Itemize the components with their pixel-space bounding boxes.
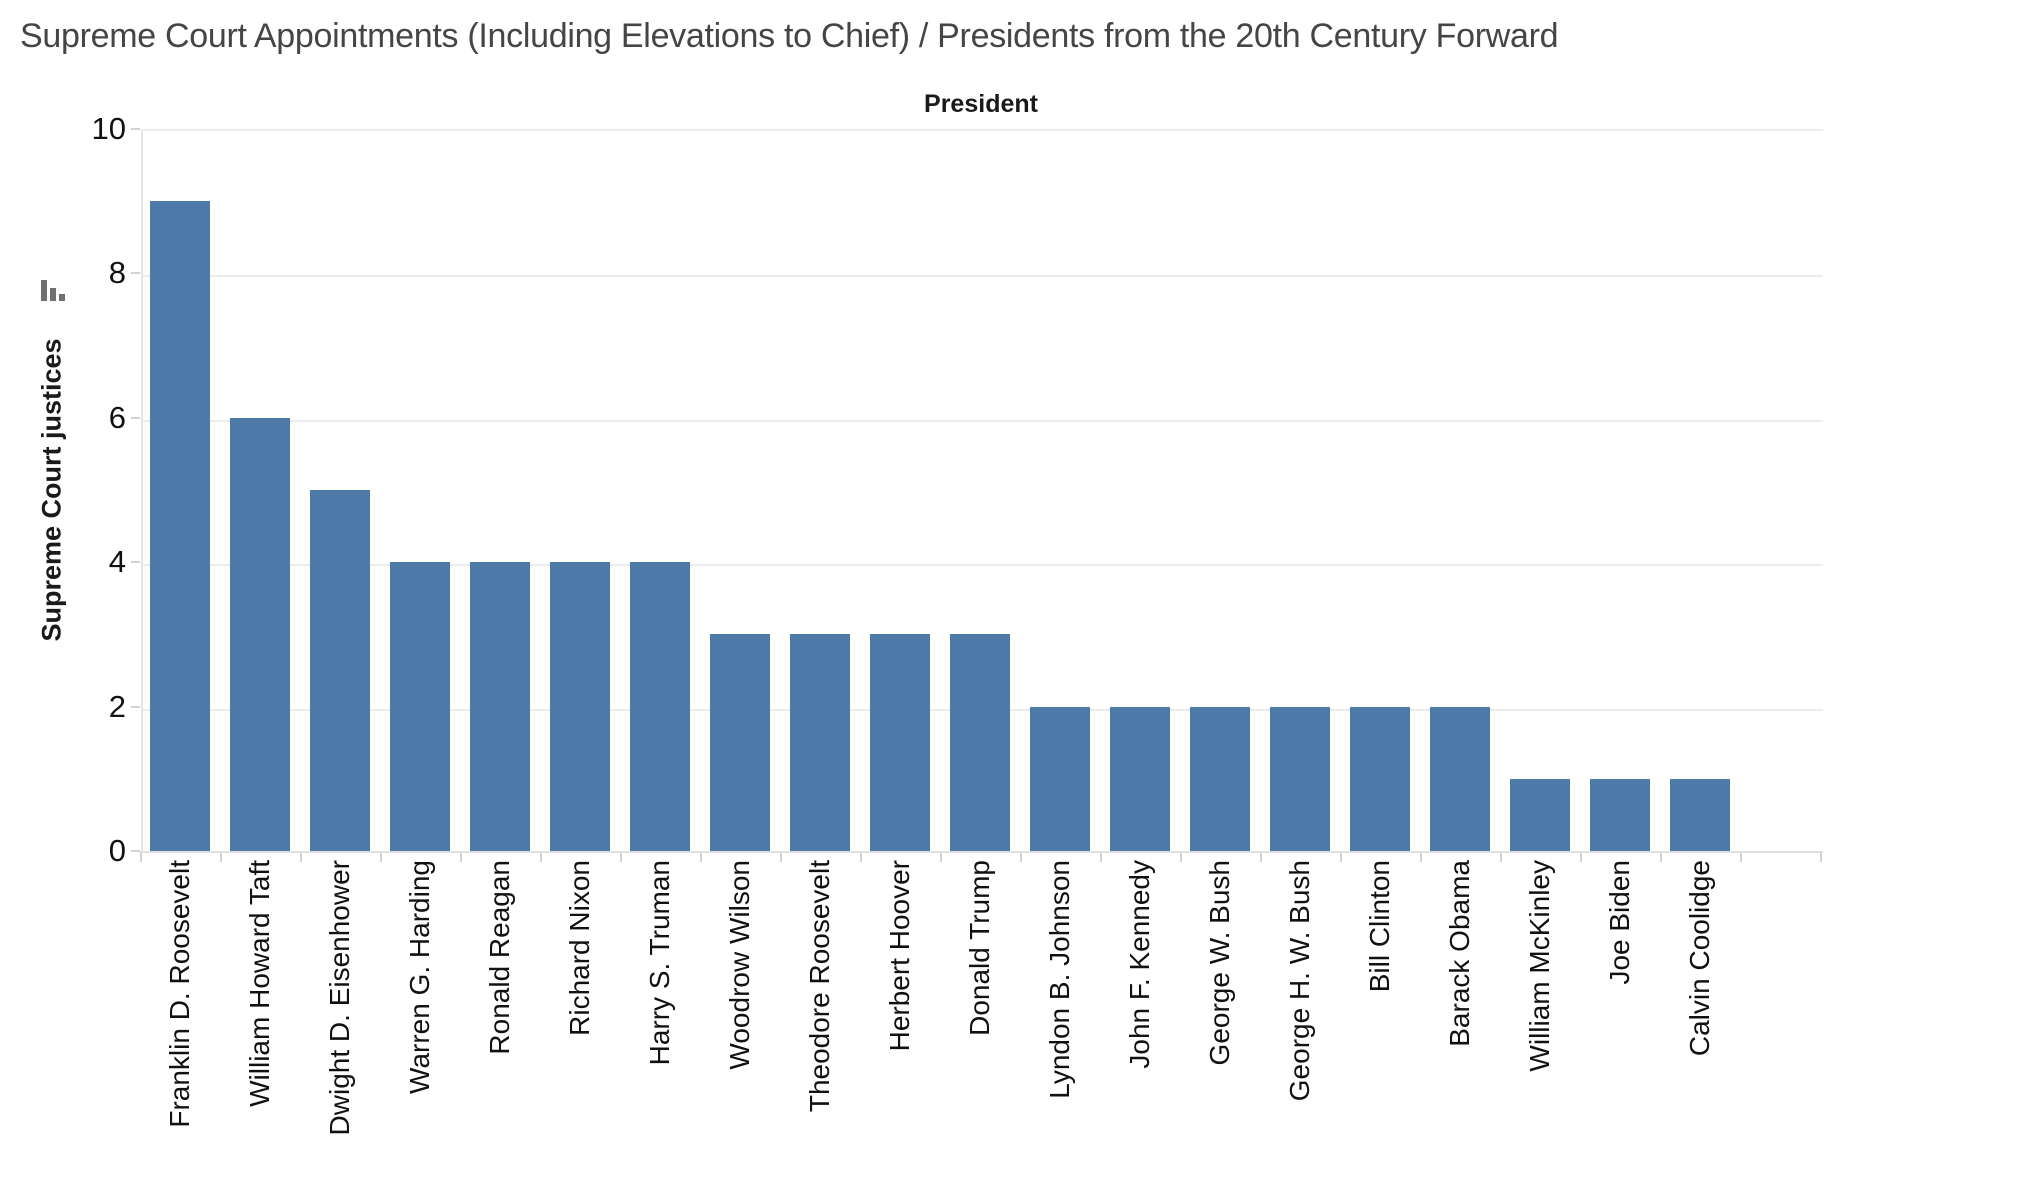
x-tick-mark-15 (1340, 853, 1342, 862)
sort-icon-bar-tall (41, 280, 47, 301)
column-header-president: President (924, 90, 1038, 118)
x-category-label-theodore-roosevelt: Theodore Roosevelt (804, 860, 835, 1113)
x-category-label-joe-biden: Joe Biden (1604, 860, 1635, 985)
y-tick-mark-6 (131, 416, 140, 419)
y-tick-mark-10 (131, 128, 140, 130)
bar-herbert-hoover[interactable] (870, 634, 930, 851)
x-tick-mark-12 (1100, 853, 1102, 862)
x-tick-mark-8 (780, 853, 782, 862)
sort-descending-icon[interactable] (41, 280, 65, 301)
sort-icon-bar-medium (50, 288, 56, 301)
x-category-label-woodrow-wilson: Woodrow Wilson (724, 860, 755, 1070)
x-category-label-franklin-d-roosevelt: Franklin D. Roosevelt (164, 860, 195, 1128)
x-category-label-herbert-hoover: Herbert Hoover (884, 860, 915, 1052)
x-tick-mark-10 (940, 853, 942, 862)
x-tick-mark-6 (620, 853, 622, 862)
x-category-label-william-howard-taft: William Howard Taft (244, 860, 275, 1107)
x-category-label-richard-nixon: Richard Nixon (564, 860, 595, 1036)
x-category-label-george-w-bush: George W. Bush (1204, 860, 1235, 1066)
x-tick-mark-21 (1820, 853, 1822, 862)
bar-joe-biden[interactable] (1590, 778, 1650, 851)
y-tick-mark-8 (131, 272, 140, 275)
bar-dwight-d-eisenhower[interactable] (310, 490, 370, 851)
x-tick-mark-7 (700, 853, 702, 862)
y-tick-label-4: 4 (108, 544, 126, 580)
x-category-label-lyndon-b-johnson: Lyndon B. Johnson (1044, 860, 1075, 1099)
x-tick-mark-0 (140, 853, 142, 862)
bar-william-mckinley[interactable] (1510, 778, 1570, 851)
bar-lyndon-b-johnson[interactable] (1030, 706, 1090, 851)
y-tick-mark-4 (131, 561, 140, 564)
x-tick-mark-13 (1180, 853, 1182, 862)
x-tick-mark-9 (860, 853, 862, 862)
y-tick-label-10: 10 (91, 111, 126, 146)
y-axis-title-wrap: Supreme Court justices (33, 129, 71, 851)
bar-george-h-w-bush[interactable] (1270, 706, 1330, 851)
gridline-y-4 (143, 564, 1823, 567)
x-category-label-donald-trump: Donald Trump (964, 860, 995, 1036)
bar-franklin-d-roosevelt[interactable] (150, 201, 210, 851)
bar-woodrow-wilson[interactable] (710, 634, 770, 851)
bar-george-w-bush[interactable] (1190, 706, 1250, 851)
x-tick-mark-2 (300, 853, 302, 862)
x-tick-mark-17 (1500, 853, 1502, 862)
x-category-label-barack-obama: Barack Obama (1444, 860, 1475, 1047)
y-tick-mark-2 (131, 705, 140, 708)
bar-barack-obama[interactable] (1430, 706, 1490, 851)
y-axis-title: Supreme Court justices (36, 338, 67, 642)
x-tick-mark-11 (1020, 853, 1022, 862)
x-tick-mark-14 (1260, 853, 1262, 862)
x-tick-mark-19 (1660, 853, 1662, 862)
x-category-label-dwight-d-eisenhower: Dwight D. Eisenhower (324, 860, 355, 1136)
gridline-y-6 (143, 419, 1823, 422)
x-tick-mark-3 (380, 853, 382, 862)
y-tick-label-6: 6 (108, 399, 126, 435)
x-tick-mark-16 (1420, 853, 1422, 862)
bar-harry-s-truman[interactable] (630, 562, 690, 851)
y-tick-label-2: 2 (108, 688, 126, 724)
x-category-label-john-f-kennedy: John F. Kennedy (1124, 860, 1155, 1069)
page-title: Supreme Court Appointments (Including El… (20, 17, 1559, 55)
sort-icon-bar-short (59, 294, 65, 301)
x-tick-mark-20 (1740, 853, 1742, 862)
x-category-label-harry-s-truman: Harry S. Truman (644, 860, 675, 1066)
bar-calvin-coolidge[interactable] (1670, 778, 1730, 851)
bar-theodore-roosevelt[interactable] (790, 634, 850, 851)
x-axis-baseline (139, 851, 1823, 853)
x-tick-mark-1 (220, 853, 222, 862)
x-tick-mark-5 (540, 853, 542, 862)
x-category-label-william-mckinley: William McKinley (1524, 860, 1555, 1072)
bar-william-howard-taft[interactable] (230, 417, 290, 851)
bar-ronald-reagan[interactable] (470, 562, 530, 851)
x-category-label-warren-g-harding: Warren G. Harding (404, 860, 435, 1094)
x-category-label-ronald-reagan: Ronald Reagan (484, 860, 515, 1055)
bar-warren-g-harding[interactable] (390, 562, 450, 851)
y-tick-mark-0 (131, 850, 140, 852)
bar-donald-trump[interactable] (950, 634, 1010, 851)
bar-bill-clinton[interactable] (1350, 706, 1410, 851)
x-category-label-bill-clinton: Bill Clinton (1364, 860, 1395, 993)
x-tick-mark-4 (460, 853, 462, 862)
bar-john-f-kennedy[interactable] (1110, 706, 1170, 851)
bar-richard-nixon[interactable] (550, 562, 610, 851)
gridline-y-8 (143, 275, 1823, 278)
x-tick-mark-18 (1580, 853, 1582, 862)
x-category-label-george-h-w-bush: George H. W. Bush (1284, 860, 1315, 1102)
y-tick-label-8: 8 (108, 255, 126, 291)
x-category-label-calvin-coolidge: Calvin Coolidge (1684, 860, 1715, 1057)
y-tick-label-0: 0 (108, 833, 126, 868)
